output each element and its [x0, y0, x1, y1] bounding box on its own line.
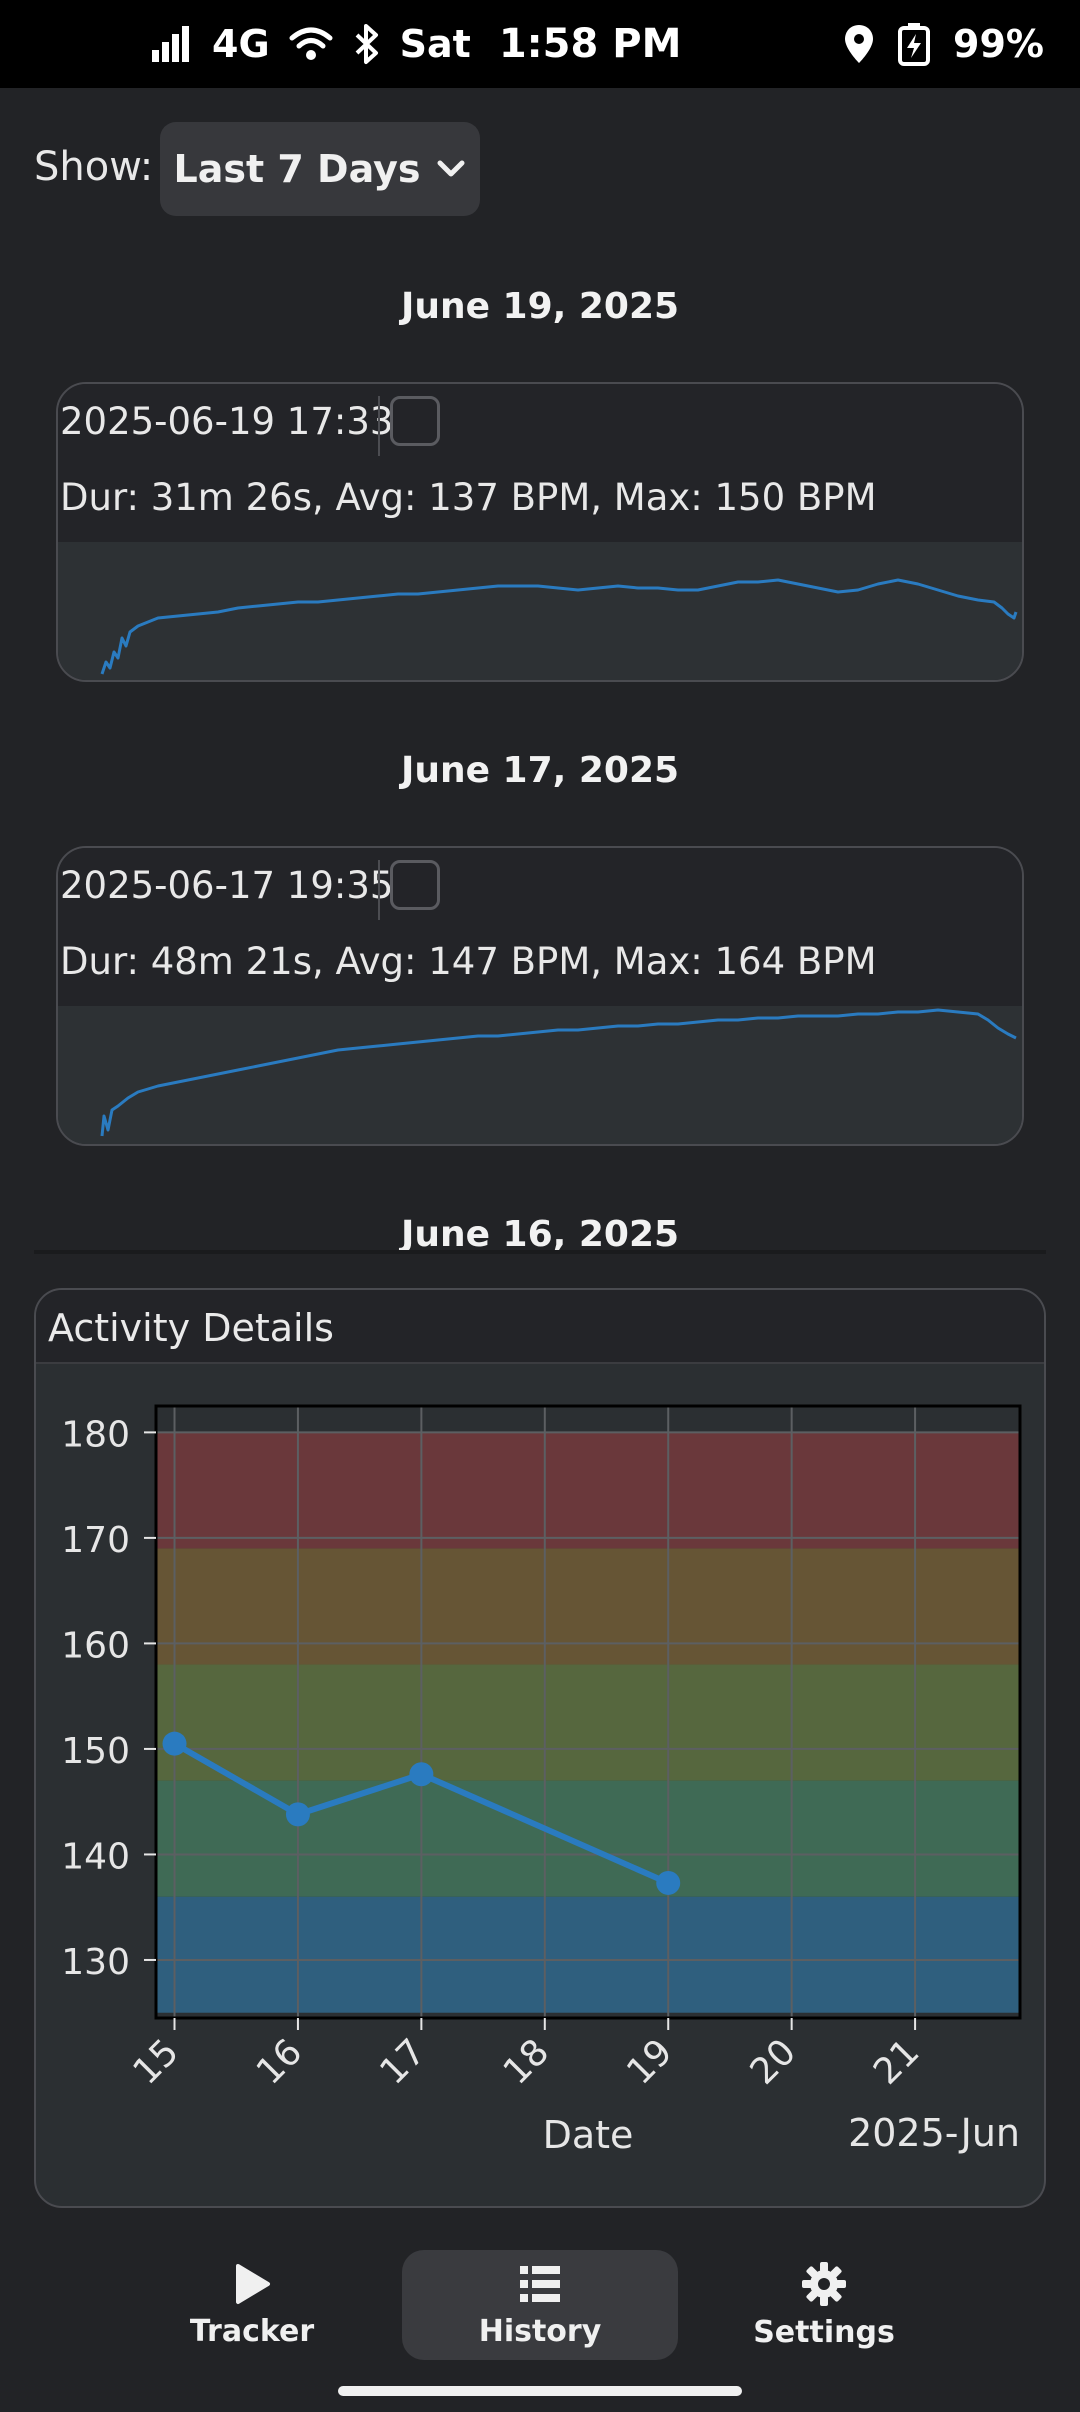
- session-summary: Dur: 48m 21s, Avg: 147 BPM, Max: 164 BPM: [60, 940, 877, 983]
- hr-zone-band: [156, 1780, 1020, 1897]
- bluetooth-icon: [355, 24, 378, 64]
- x-offset-label: 2025-Jun: [848, 2111, 1020, 2155]
- hr-zone-band: [156, 1548, 1020, 1665]
- hr-zone-band: [156, 1432, 1020, 1549]
- session-card[interactable]: 2025-06-19 17:33 Dur: 31m 26s, Avg: 137 …: [56, 382, 1024, 682]
- heart-rate-chart: 130 140 150 160 170 180 15 16 17 18 19 20 21 Date 2025…: [61, 1404, 1022, 2157]
- show-label: Show:: [34, 144, 154, 190]
- date-header: June 17, 2025: [400, 750, 680, 791]
- y-tick-label: 160: [61, 1625, 130, 1666]
- hr-zone-band: [156, 1664, 1020, 1781]
- play-icon: [236, 2263, 270, 2304]
- list-icon: [520, 2265, 560, 2302]
- battery-charging-icon: [898, 23, 931, 66]
- network-type: 4G: [212, 22, 270, 66]
- wifi-icon: [289, 27, 333, 60]
- data-point: [162, 1731, 187, 1756]
- divider: [378, 860, 380, 920]
- signal-icon: [152, 26, 189, 62]
- nav-label: History: [478, 2313, 602, 2349]
- session-card-header: [58, 848, 1022, 1006]
- y-tick-label: 150: [61, 1731, 130, 1772]
- session-timestamp: 2025-06-17 19:35: [60, 864, 394, 907]
- session-select-checkbox[interactable]: [390, 396, 440, 446]
- status-time: 1:58 PM: [498, 21, 682, 67]
- home-indicator: [338, 2386, 742, 2396]
- y-tick-label: 180: [61, 1414, 130, 1455]
- session-select-checkbox[interactable]: [390, 860, 440, 910]
- x-tick-label: 17: [372, 2031, 433, 2092]
- gear-icon: [802, 2261, 846, 2306]
- heart-rate-sparkline: [58, 1006, 1022, 1144]
- y-tick-label: 140: [61, 1836, 130, 1877]
- activity-details-panel: Activity Details 130 140 150 160 170 180 15 16 1…: [34, 1288, 1046, 2208]
- y-tick-label: 170: [61, 1520, 130, 1561]
- x-tick-label: 16: [249, 2031, 310, 2092]
- data-point: [409, 1762, 434, 1787]
- x-tick-label: 15: [125, 2031, 186, 2092]
- heart-rate-sparkline: [58, 542, 1022, 680]
- date-header: June 19, 2025: [400, 286, 680, 327]
- session-timestamp: 2025-06-19 17:33: [60, 400, 394, 443]
- data-point: [285, 1802, 310, 1827]
- range-dropdown-value: Last 7 Days: [173, 147, 421, 191]
- session-card[interactable]: 2025-06-17 19:35 Dur: 48m 21s, Avg: 147 …: [56, 846, 1024, 1146]
- data-point: [656, 1870, 681, 1895]
- status-bar: 4G Sat 1:58 PM 99%: [0, 0, 1080, 88]
- plot-frame: [154, 1404, 1022, 2020]
- panel-header: [36, 1290, 1044, 1364]
- session-summary: Dur: 31m 26s, Avg: 137 BPM, Max: 150 BPM: [60, 476, 877, 519]
- series-line: [173, 1741, 670, 1886]
- hr-zone-band: [156, 1896, 1020, 2013]
- x-tick-label: 18: [496, 2031, 557, 2092]
- battery-level: 99%: [953, 22, 1044, 66]
- nav-settings[interactable]: Settings: [686, 2250, 962, 2360]
- date-header: June 16, 2025: [400, 1214, 680, 1255]
- nav-tracker[interactable]: Tracker: [114, 2250, 390, 2360]
- chevron-down-icon: [437, 160, 465, 177]
- nav-label: Settings: [753, 2314, 895, 2350]
- divider: [378, 396, 380, 456]
- x-axis-label: Date: [543, 2113, 634, 2157]
- y-tick-label: 130: [61, 1942, 130, 1983]
- x-tick-label: 20: [743, 2031, 804, 2092]
- session-card-header: [58, 384, 1022, 542]
- bottom-nav: Tracker History: [0, 2220, 1080, 2370]
- x-tick-label: 19: [619, 2031, 680, 2092]
- x-tick-label: 21: [866, 2031, 927, 2092]
- range-dropdown[interactable]: Last 7 Days: [160, 122, 480, 216]
- nav-label: Tracker: [189, 2313, 315, 2349]
- nav-history[interactable]: History: [402, 2250, 678, 2360]
- status-day: Sat: [399, 22, 471, 66]
- divider: [34, 1250, 1046, 1254]
- panel-title: Activity Details: [48, 1306, 334, 1350]
- location-icon: [845, 25, 874, 63]
